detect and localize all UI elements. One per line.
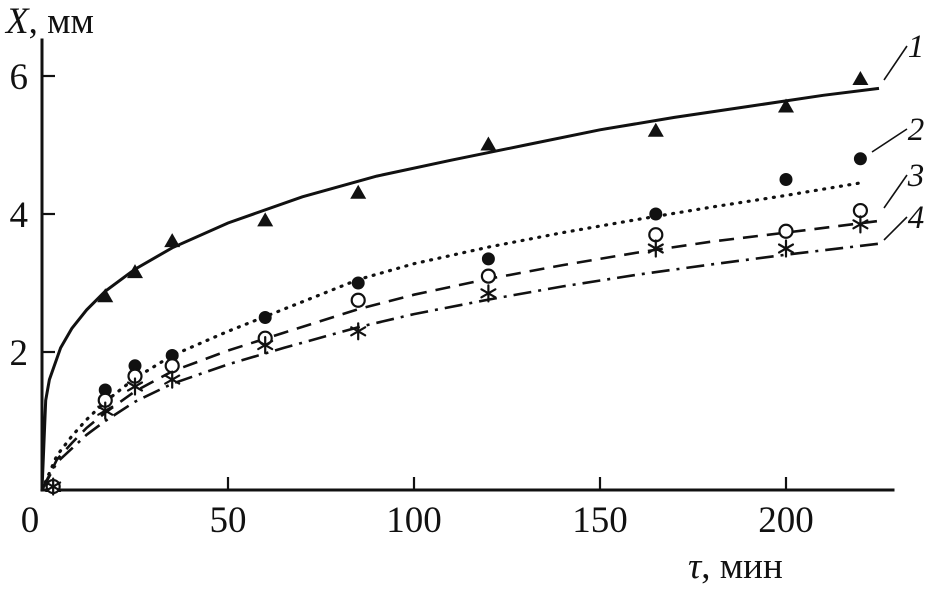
y-tick-label: 6 — [10, 57, 29, 98]
curve-label-leader — [883, 174, 908, 209]
triangle-marker — [852, 70, 869, 85]
asterisk-marker — [777, 239, 795, 258]
asterisk-marker — [164, 370, 181, 389]
triangle-marker — [350, 184, 367, 199]
curve-label-leader — [883, 216, 908, 241]
series-4: 4 — [40, 200, 925, 496]
open-circle-marker — [648, 227, 664, 243]
filled-circle-marker — [128, 359, 142, 373]
curve-label-1: 1 — [908, 29, 925, 65]
curve-label-leader — [871, 128, 908, 153]
fit-curve-3 — [40, 219, 880, 491]
filled-circle-marker — [351, 276, 365, 290]
open-circle-marker — [164, 358, 180, 374]
triangle-marker — [164, 233, 181, 248]
x-tick-label: 200 — [758, 500, 814, 541]
filled-circle-marker — [165, 348, 179, 362]
x-tick-label: 0 — [21, 500, 40, 541]
curve-label-2: 2 — [908, 112, 925, 148]
open-circle-marker — [778, 223, 794, 239]
open-circle-marker — [852, 202, 869, 219]
x-tick-label: 150 — [572, 500, 628, 541]
fit-curve-2 — [40, 181, 862, 492]
y-axis-title: X, мм — [4, 1, 94, 42]
y-tick-label: 4 — [10, 195, 29, 236]
triangle-marker — [257, 212, 274, 227]
triangle-marker — [778, 98, 794, 113]
open-circle-marker — [480, 268, 496, 284]
fit-curve-1 — [40, 86, 880, 491]
asterisk-marker — [852, 215, 869, 234]
open-circle-marker — [350, 292, 366, 308]
triangle-marker — [127, 264, 143, 279]
triangle-marker — [647, 122, 664, 137]
asterisk-marker — [45, 477, 62, 496]
series-1: 1 — [40, 29, 925, 493]
asterisk-marker — [126, 377, 144, 396]
series-3: 3 — [40, 158, 925, 495]
x-tick-label: 100 — [386, 500, 442, 541]
filled-circle-marker — [481, 252, 495, 266]
x-tick-label: 50 — [210, 500, 247, 541]
filled-circle-marker — [98, 383, 112, 397]
filled-circle-marker — [853, 152, 867, 166]
series-2: 2 — [40, 112, 925, 494]
y-tick-label: 2 — [10, 333, 29, 374]
triangle-marker — [480, 136, 497, 151]
filled-circle-marker — [649, 207, 663, 221]
triangle-marker — [97, 288, 114, 303]
curve-label-3: 3 — [907, 158, 925, 194]
asterisk-marker — [257, 336, 274, 355]
curve-label-leader — [883, 45, 908, 81]
asterisk-marker — [647, 239, 664, 258]
asterisk-marker — [97, 401, 114, 420]
axes: 0 50 100 150 200 2 4 6 X, мм τ, мин — [4, 1, 895, 587]
asterisk-marker — [350, 322, 367, 341]
filled-circle-marker — [779, 173, 793, 186]
asterisk-marker — [480, 284, 497, 303]
filled-circle-marker — [258, 311, 272, 324]
x-axis-title: τ, мин — [688, 546, 783, 587]
curve-label-4: 4 — [908, 200, 925, 236]
fit-curve-4 — [40, 242, 880, 491]
